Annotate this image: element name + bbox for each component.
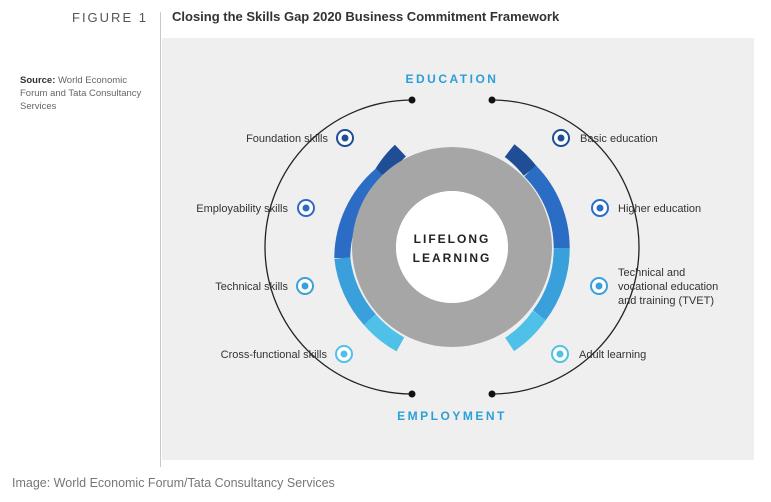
label-technical-skills: Technical skills xyxy=(215,281,288,293)
label-higher-education: Higher education xyxy=(618,203,701,215)
node-foundation-skills xyxy=(336,129,354,147)
image-caption: Image: World Economic Forum/Tata Consult… xyxy=(12,476,335,490)
center-text-line1: LIFELONG xyxy=(414,232,491,246)
node-adult-learning xyxy=(551,345,569,363)
blue-arc-left-2 xyxy=(334,168,387,259)
label-foundation-skills: Foundation skills xyxy=(246,133,328,145)
gray-ring xyxy=(352,147,552,347)
label-tvet-line3: and training (TVET) xyxy=(618,295,714,307)
label-tvet-line1: Technical and xyxy=(618,267,685,279)
node-dot xyxy=(302,204,310,212)
arc-end-dot xyxy=(488,96,496,104)
arc-end-dot xyxy=(488,390,496,398)
label-employability-skills: Employability skills xyxy=(196,203,288,215)
node-dot xyxy=(301,282,309,290)
center-text-line2: LEARNING xyxy=(413,251,492,265)
node-employability-skills xyxy=(297,199,315,217)
node-dot xyxy=(341,134,349,142)
blue-arc-right-4 xyxy=(504,310,546,352)
node-dot xyxy=(596,204,604,212)
node-basic-education xyxy=(552,129,570,147)
node-dot xyxy=(340,350,348,358)
source-text: World Economic Forum and Tata Consultanc… xyxy=(20,75,142,112)
figure-label: FIGURE 1 xyxy=(72,10,148,25)
employment-heading: EMPLOYMENT xyxy=(397,409,507,423)
label-tvet-line2: vocational education xyxy=(618,281,718,293)
node-dot xyxy=(557,134,565,142)
header-divider xyxy=(160,12,161,467)
figure-title: Closing the Skills Gap 2020 Business Com… xyxy=(172,9,560,24)
node-tvet xyxy=(590,277,608,295)
blue-arc-left-1 xyxy=(374,144,407,179)
label-basic-education: Basic education xyxy=(580,133,658,145)
node-higher-education xyxy=(591,199,609,217)
blue-arc-right-2 xyxy=(524,165,570,249)
framework-diagram: LIFELONG LEARNING EDUCATION EMPLOYMENT xyxy=(196,72,718,423)
blue-arc-left-3 xyxy=(334,256,377,326)
arc-end-dot xyxy=(408,96,416,104)
source-label: Source: xyxy=(20,75,56,86)
node-dot xyxy=(595,282,603,290)
label-cross-functional-skills: Cross-functional skills xyxy=(221,349,328,361)
blue-arc-right-3 xyxy=(532,247,570,321)
diagram-panel: LIFELONG LEARNING EDUCATION EMPLOYMENT xyxy=(162,38,754,460)
label-adult-learning: Adult learning xyxy=(579,349,646,361)
blue-arc-left-4 xyxy=(363,314,405,352)
outer-arc-right xyxy=(491,99,640,395)
node-dot xyxy=(556,350,564,358)
education-heading: EDUCATION xyxy=(406,72,499,86)
blue-arc-right-1 xyxy=(504,144,537,176)
node-cross-functional-skills xyxy=(335,345,353,363)
center-circle xyxy=(396,191,508,303)
source-note: Source: World Economic Forum and Tata Co… xyxy=(20,74,150,113)
arc-end-dot xyxy=(408,390,416,398)
outer-arc-left xyxy=(264,99,413,395)
node-technical-skills xyxy=(296,277,314,295)
